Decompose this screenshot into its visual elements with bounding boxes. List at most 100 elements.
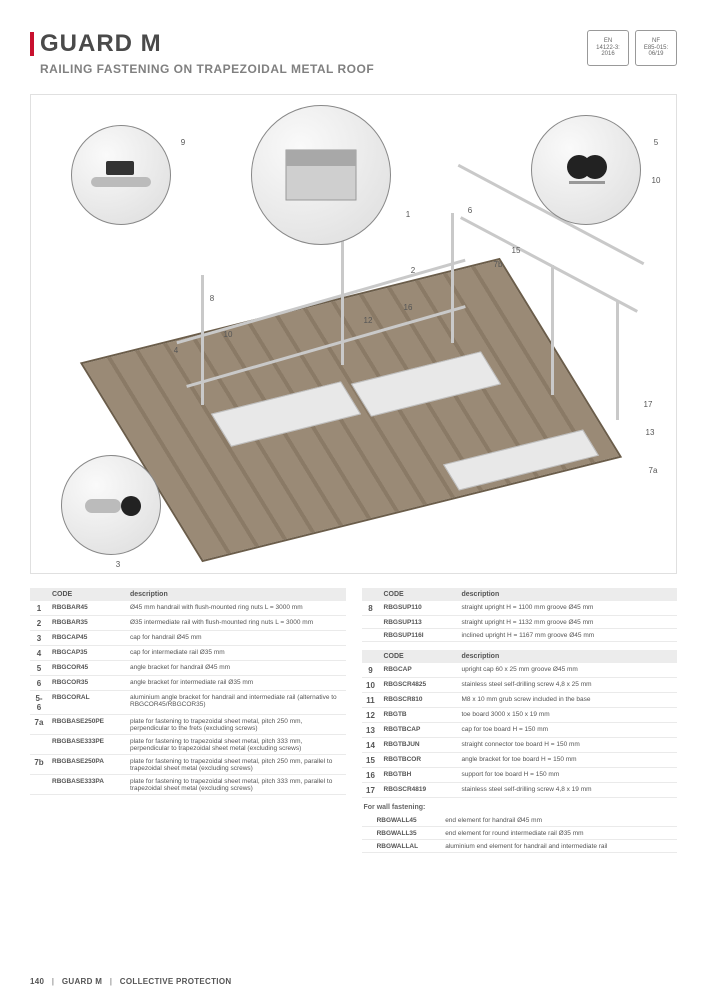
table-row: RBGBASE333PAplate for fastening to trape… (30, 775, 346, 795)
row-code: RBGTBCOR (380, 753, 458, 768)
row-num: 9 (362, 663, 380, 678)
spec-table-right-b: CODE description 9RBGCAPupright cap 60 x… (362, 650, 678, 798)
spec-tables: CODE description 1RBGBAR45Ø45 mm handrai… (30, 588, 677, 853)
row-code: RBGCAP (380, 663, 458, 678)
table-row: RBGSUP116Iinclined upright H = 1167 mm g… (362, 629, 678, 642)
badge-text: EN (604, 38, 612, 45)
upright (451, 213, 454, 343)
upright (551, 265, 554, 395)
table-row: 9RBGCAPupright cap 60 x 25 mm groove Ø45… (362, 663, 678, 678)
accent-bar (30, 32, 34, 56)
row-num (362, 814, 373, 827)
cert-badge-1: EN 14122-3: 2016 (587, 30, 629, 66)
row-code: RBGSCR4819 (380, 783, 458, 798)
page-footer: 140 | GUARD M | COLLECTIVE PROTECTION (30, 977, 231, 986)
callout-num: 9 (176, 135, 190, 149)
table-row: RBGWALLALaluminium end element for handr… (362, 840, 678, 853)
table-row: RBGSUP113straight upright H = 1132 mm gr… (362, 616, 678, 629)
table-row: 3RBGCAP45cap for handrail Ø45 mm (30, 631, 346, 646)
callout-num: 17 (641, 397, 655, 411)
row-num: 5-6 (30, 691, 48, 715)
detail-circle (531, 115, 641, 225)
callout-num: 7a (646, 463, 660, 477)
row-code: RBGBASE333PA (48, 775, 126, 795)
th-code: CODE (380, 588, 458, 601)
table-row: 15RBGTBCORangle bracket for toe board H … (362, 753, 678, 768)
table-row: 1RBGBAR45Ø45 mm handrail with flush-moun… (30, 601, 346, 616)
row-code: RBGTBJUN (380, 738, 458, 753)
table-row: RBGWALL45end element for handrail Ø45 mm (362, 814, 678, 827)
row-num: 10 (362, 678, 380, 693)
table-row: 7bRBGBASE250PAplate for fastening to tra… (30, 755, 346, 775)
row-num: 12 (362, 708, 380, 723)
table-row: 4RBGCAP35cap for intermediate rail Ø35 m… (30, 646, 346, 661)
callout-num: 3 (111, 557, 125, 571)
wall-fastening-label: For wall fastening: (364, 804, 678, 811)
footer-sep: | (110, 977, 113, 986)
row-code: RBGCAP35 (48, 646, 126, 661)
row-desc: aluminium end element for handrail and i… (441, 840, 677, 853)
table-row: 6RBGCOR35angle bracket for intermediate … (30, 676, 346, 691)
row-num: 8 (362, 601, 380, 616)
row-desc: plate for fastening to trapezoidal sheet… (126, 755, 346, 775)
title-block: GUARD M RAILING FASTENING ON TRAPEZOIDAL… (30, 30, 374, 76)
corner-icon (551, 145, 621, 195)
row-desc: cap for handrail Ø45 mm (126, 631, 346, 646)
spec-table-right-c: RBGWALL45end element for handrail Ø45 mm… (362, 814, 678, 853)
row-desc: cap for intermediate rail Ø35 mm (126, 646, 346, 661)
left-column: CODE description 1RBGBAR45Ø45 mm handrai… (30, 588, 346, 853)
cert-badge-2: NF E85-015: 06/19 (635, 30, 677, 66)
footer-sep: | (52, 977, 55, 986)
row-num: 17 (362, 783, 380, 798)
table-row: 17RBGSCR4819stainless steel self-drillin… (362, 783, 678, 798)
row-code: RBGTBH (380, 768, 458, 783)
row-code: RBGSUP113 (380, 616, 458, 629)
badge-text: E85-015: (644, 45, 668, 52)
badge-text: 14122-3: (596, 45, 620, 52)
callout-num: 1 (401, 207, 415, 221)
row-code: RBGTB (380, 708, 458, 723)
row-code: RBGCAP45 (48, 631, 126, 646)
row-desc: aluminium angle bracket for handrail and… (126, 691, 346, 715)
upright (201, 275, 204, 405)
row-code: RBGBAR35 (48, 616, 126, 631)
row-code: RBGCOR45 (48, 661, 126, 676)
badge-text: 06/19 (648, 51, 663, 58)
row-num (362, 827, 373, 840)
callout-num: 13 (643, 425, 657, 439)
row-desc: Ø35 intermediate rail with flush-mounted… (126, 616, 346, 631)
callout-num: 6 (463, 203, 477, 217)
product-diagram: 1 2 3 4 5 6 7a 7b 8 9 10 10 12 13 15 16 … (30, 94, 677, 574)
row-code: RBGSUP110 (380, 601, 458, 616)
row-desc: support for toe board H = 150 mm (458, 768, 678, 783)
row-num: 2 (30, 616, 48, 631)
row-desc: cap for toe board H = 150 mm (458, 723, 678, 738)
detail-circle (251, 105, 391, 245)
badge-text: NF (652, 38, 660, 45)
page-number: 140 (30, 977, 44, 986)
table-row: 5-6RBGCORALaluminium angle bracket for h… (30, 691, 346, 715)
th-desc: description (126, 588, 346, 601)
row-desc: straight upright H = 1100 mm groove Ø45 … (458, 601, 678, 616)
table-row: 5RBGCOR45angle bracket for handrail Ø45 … (30, 661, 346, 676)
row-code: RBGSUP116I (380, 629, 458, 642)
row-num: 3 (30, 631, 48, 646)
row-desc: plate for fastening to trapezoidal sheet… (126, 775, 346, 795)
table-row: 2RBGBAR35Ø35 intermediate rail with flus… (30, 616, 346, 631)
row-desc: stainless steel self-drilling screw 4,8 … (458, 783, 678, 798)
row-num: 1 (30, 601, 48, 616)
row-num (30, 775, 48, 795)
table-row: RBGBASE333PEplate for fastening to trape… (30, 735, 346, 755)
row-code: RBGCORAL (48, 691, 126, 715)
row-code: RBGWALL35 (373, 827, 442, 840)
row-code: RBGBAR45 (48, 601, 126, 616)
plate-icon (276, 140, 366, 210)
th-code: CODE (380, 650, 458, 663)
th-desc: description (458, 650, 678, 663)
clamp-icon (86, 155, 156, 195)
row-num: 14 (362, 738, 380, 753)
callout-num: 15 (509, 243, 523, 257)
row-num: 15 (362, 753, 380, 768)
spec-table-left: CODE description 1RBGBAR45Ø45 mm handrai… (30, 588, 346, 795)
callout-num: 12 (361, 313, 375, 327)
